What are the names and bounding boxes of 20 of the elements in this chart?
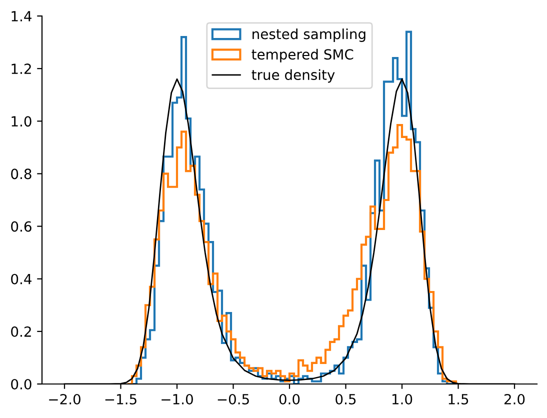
x-tick-label: −2.0 [49, 394, 80, 404]
y-tick-label: 0.0 [11, 378, 32, 390]
y-tick-label: 1.2 [12, 64, 31, 74]
y-tick-label: 0.2 [11, 326, 31, 337]
x-tick-label: 2.0 [504, 394, 525, 404]
x-tick-label: −1.0 [162, 394, 193, 404]
y-tick-label: 0.8 [11, 168, 32, 180]
x-tick-label: 0.0 [279, 394, 300, 404]
x-tick-label: −1.5 [105, 394, 136, 404]
legend-label: true density [252, 69, 335, 83]
x-tick-label: −0.5 [218, 394, 249, 404]
legend-label: nested sampling [252, 28, 366, 42]
y-tick-label: 0.4 [11, 274, 32, 284]
x-tick-label: 1.5 [448, 394, 468, 404]
x-tick-label: 0.5 [336, 394, 356, 404]
y-tick-label: 0.6 [11, 221, 32, 232]
y-tick-label: 1.0 [12, 116, 32, 127]
x-tick-label: 1.0 [392, 394, 412, 404]
y-tick-label: 1.4 [12, 11, 32, 22]
legend-label: tempered SMC [252, 48, 354, 62]
